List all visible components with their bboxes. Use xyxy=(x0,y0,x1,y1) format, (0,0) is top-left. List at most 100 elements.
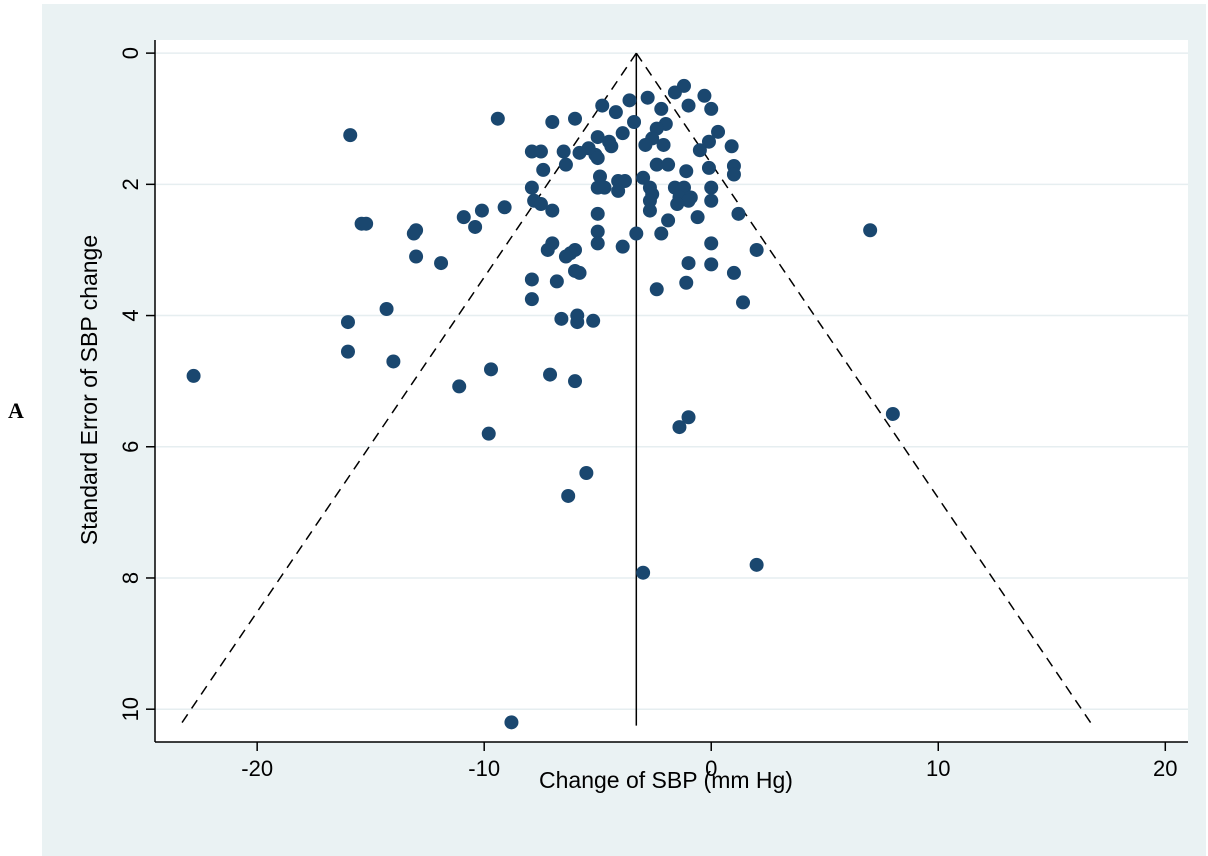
data-point-19 xyxy=(590,130,605,145)
data-point-77 xyxy=(863,223,878,238)
data-point-73 xyxy=(661,213,676,228)
plot-area xyxy=(155,40,1188,742)
data-point-81 xyxy=(629,226,644,241)
data-point-41 xyxy=(679,164,694,179)
data-point-108 xyxy=(586,313,601,328)
data-point-46 xyxy=(617,174,632,189)
data-point-40 xyxy=(536,162,551,177)
data-point-11 xyxy=(490,111,505,126)
data-point-112 xyxy=(386,354,401,369)
data-point-39 xyxy=(701,160,716,175)
data-point-105 xyxy=(379,301,394,316)
x-tick-label: -10 xyxy=(468,756,500,781)
data-point-34 xyxy=(590,151,605,166)
funnel-lines xyxy=(179,52,1094,727)
data-point-7 xyxy=(704,101,719,116)
data-point-31 xyxy=(556,144,571,159)
data-point-98 xyxy=(726,265,741,280)
data-point-99 xyxy=(524,272,539,287)
data-point-122 xyxy=(579,466,594,481)
data-point-68 xyxy=(642,203,657,218)
data-point-84 xyxy=(704,236,719,251)
data-point-116 xyxy=(568,374,583,389)
data-point-124 xyxy=(749,557,764,572)
data-point-24 xyxy=(656,137,671,152)
data-point-117 xyxy=(452,379,467,394)
y-tick-label: 6 xyxy=(118,441,143,453)
data-point-65 xyxy=(497,200,512,215)
data-point-75 xyxy=(359,216,374,231)
x-tick-label: 20 xyxy=(1153,756,1177,781)
x-axis-ticks: -20 -10 0 10 20 xyxy=(241,742,1178,781)
data-point-72 xyxy=(690,210,705,225)
data-point-61 xyxy=(681,193,696,208)
data-point-94 xyxy=(681,256,696,271)
x-axis-title: Change of SBP (mm Hg) xyxy=(539,767,793,793)
data-point-63 xyxy=(533,197,548,212)
data-point-91 xyxy=(558,249,573,264)
data-point-104 xyxy=(736,295,751,310)
data-point-47 xyxy=(524,180,539,195)
panel-label: A xyxy=(8,398,24,423)
data-point-102 xyxy=(649,282,664,297)
data-point-120 xyxy=(672,420,687,435)
data-point-95 xyxy=(704,257,719,272)
data-point-13 xyxy=(545,115,560,130)
data-point-9 xyxy=(608,105,623,120)
data-point-67 xyxy=(545,203,560,218)
data-point-5 xyxy=(595,98,610,113)
data-points xyxy=(186,78,900,730)
data-point-125 xyxy=(636,565,651,580)
data-point-4 xyxy=(622,93,637,108)
data-point-18 xyxy=(343,128,358,143)
data-point-97 xyxy=(572,265,587,280)
data-point-79 xyxy=(590,224,605,239)
data-point-82 xyxy=(654,226,669,241)
data-point-36 xyxy=(649,157,664,172)
data-point-110 xyxy=(340,315,355,330)
data-point-107 xyxy=(554,311,569,326)
data-point-121 xyxy=(481,426,496,441)
data-point-54 xyxy=(611,183,626,198)
data-point-70 xyxy=(731,206,746,221)
x-tick-label: -20 xyxy=(241,756,273,781)
data-point-23 xyxy=(638,137,653,152)
data-point-103 xyxy=(524,292,539,307)
data-point-113 xyxy=(484,362,499,377)
data-point-109 xyxy=(570,315,585,330)
data-point-17 xyxy=(615,126,630,141)
data-point-26 xyxy=(724,139,739,154)
y-tick-label: 2 xyxy=(118,178,143,190)
data-point-115 xyxy=(186,368,201,383)
data-point-118 xyxy=(681,410,696,425)
data-point-3 xyxy=(640,90,655,105)
data-point-32 xyxy=(572,145,587,160)
data-point-30 xyxy=(533,144,548,159)
x-tick-label: 0 xyxy=(705,756,717,781)
data-point-111 xyxy=(340,344,355,359)
data-point-2 xyxy=(697,88,712,103)
data-point-44 xyxy=(636,170,651,185)
data-point-25 xyxy=(604,139,619,154)
data-point-64 xyxy=(670,197,685,212)
data-point-71 xyxy=(456,210,471,225)
data-point-35 xyxy=(558,157,573,172)
data-point-101 xyxy=(679,275,694,290)
data-point-87 xyxy=(749,242,764,257)
data-point-69 xyxy=(590,206,605,221)
data-point-37 xyxy=(661,157,676,172)
gridlines xyxy=(155,52,1188,710)
data-point-16 xyxy=(711,124,726,139)
data-point-93 xyxy=(434,256,449,271)
data-point-123 xyxy=(561,488,576,503)
data-point-43 xyxy=(592,169,607,184)
data-point-76 xyxy=(468,219,483,234)
data-point-60 xyxy=(642,193,657,208)
data-point-12 xyxy=(627,115,642,130)
data-point-85 xyxy=(590,236,605,251)
y-tick-label: 0 xyxy=(118,47,143,59)
data-point-62 xyxy=(704,193,719,208)
data-point-10 xyxy=(568,111,583,126)
data-point-8 xyxy=(654,101,669,116)
data-point-1 xyxy=(667,85,682,100)
